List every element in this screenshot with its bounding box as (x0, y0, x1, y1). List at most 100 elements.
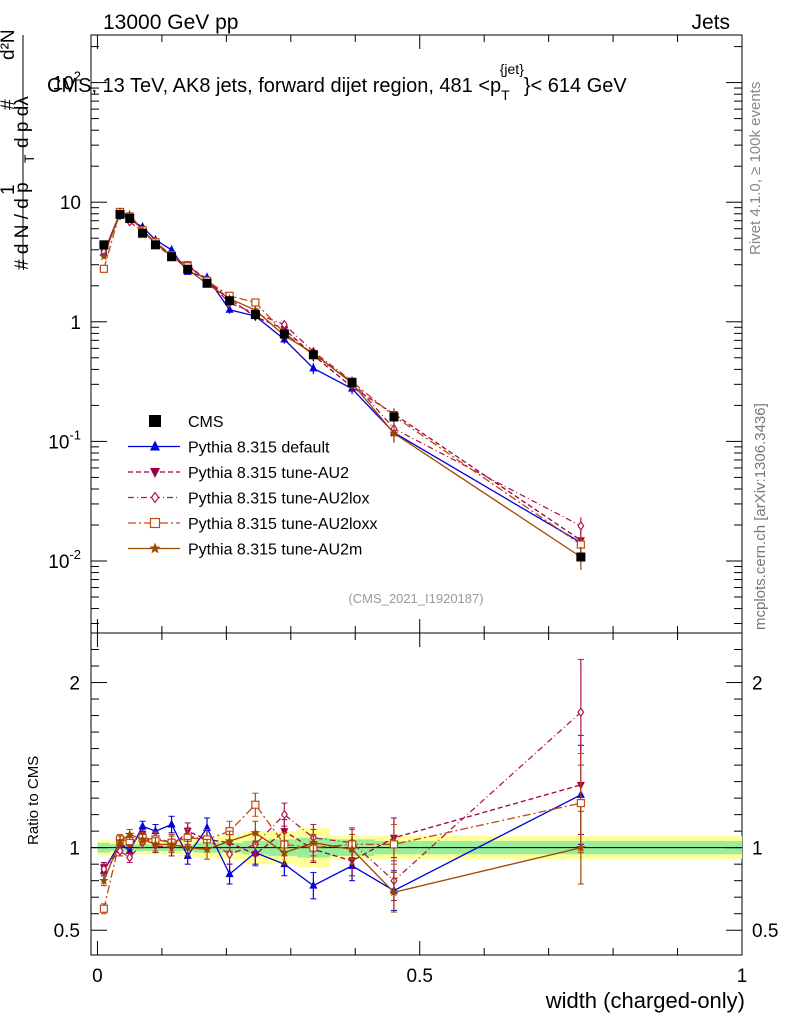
series-1-point (225, 304, 234, 313)
ratio-tick-label-right: 0.5 (752, 921, 778, 942)
series-1-ratio-point (125, 845, 134, 854)
series-1-ratio-point (225, 869, 234, 878)
series-3-ratio-point (126, 852, 134, 863)
header-left: 13000 GeV pp (103, 11, 238, 34)
series-3-point (577, 520, 585, 531)
y-axis-label-ratio: Ratio to CMS (25, 756, 42, 845)
legend-marker-5 (149, 542, 161, 554)
series-5-ratio-point (389, 887, 399, 897)
series-3-ratio-line (103, 711, 582, 882)
legend-label-cms: CMS (188, 414, 224, 431)
svg-text:T: T (21, 154, 37, 163)
data-point (167, 252, 177, 262)
series-5-ratio-point (202, 844, 212, 854)
axes: 0 0.5 1 10-2 10-1 1 10 102 0.5 0.5 1 1 2 2 (48, 35, 778, 987)
legend-label-5: Pythia 8.315 tune-AU2m (188, 542, 362, 559)
legend-marker-cms (149, 415, 161, 427)
data-point (183, 264, 193, 274)
x-tick-label: 1 (737, 966, 748, 987)
series-4-point (251, 298, 260, 307)
series-5-ratio-point (182, 842, 193, 852)
legend-label-3: Pythia 8.315 tune-AU2lox (188, 491, 369, 508)
data-point (279, 329, 289, 339)
legend-marker-2 (150, 468, 160, 478)
data-point (202, 278, 212, 288)
series-5-ratio-point (124, 829, 135, 839)
ratio-tick-label: 0.5 (54, 921, 80, 942)
ratio-tick-label: 1 (69, 839, 80, 860)
series-5-ratio-point (150, 839, 161, 849)
series-1-ratio-point (309, 880, 318, 889)
legend-label-2: Pythia 8.315 tune-AU2 (188, 465, 349, 482)
data-point (308, 350, 318, 360)
ratio-tick-label-right: 1 (752, 839, 763, 860)
data-point (576, 552, 586, 562)
y-tick-label: 10 (60, 193, 81, 214)
data-point (389, 412, 399, 422)
y-tick-label: 10-1 (48, 427, 81, 453)
data-point (138, 228, 148, 238)
main-series (99, 207, 586, 570)
mcplots-label: mcplots.cern.ch [arXiv:1306.3436] (752, 403, 769, 630)
series-5-ratio-point (115, 836, 125, 846)
ratio-panel-frame (90, 632, 743, 956)
series-3-ratio-point (280, 809, 288, 820)
series-5-ratio-point (224, 836, 235, 846)
series-5-ratio-point (576, 842, 586, 852)
x-axis-label: width (charged-only) (545, 988, 745, 1013)
series-5-ratio-point (279, 847, 290, 857)
series-5-ratio-point (308, 837, 319, 847)
data-point (250, 310, 260, 320)
ratio-series (99, 658, 586, 915)
series-1-point (309, 363, 318, 372)
series-5-point (99, 251, 109, 261)
series-3-ratio-point (226, 849, 234, 860)
series-4-ratio-point (99, 904, 108, 913)
svg-text:#: # (0, 99, 19, 110)
series-4-ratio-point (251, 800, 260, 809)
series-5-ratio-point (250, 827, 261, 837)
series-1-ratio-point (151, 826, 160, 835)
chart-title: CMS, 13 TeV, AK8 jets, forward dijet reg… (47, 61, 627, 103)
ratio-tick-label: 2 (69, 674, 80, 695)
data-point (150, 240, 160, 250)
series-4-ratio-point (576, 798, 585, 808)
svg-text:CMS, 13 TeV, AK8 jets, forward: CMS, 13 TeV, AK8 jets, forward dijet reg… (47, 61, 627, 103)
y-tick-label: 102 (53, 69, 81, 95)
data-point (225, 296, 235, 306)
series-5-point (389, 428, 399, 438)
data-point (115, 209, 125, 219)
legend-label-1: Pythia 8.315 default (188, 440, 330, 457)
series-2-ratio-point (280, 828, 289, 837)
series-5-ratio-point (99, 875, 109, 885)
series-4-point (99, 264, 108, 273)
analysis-tag: (CMS_2021_I1920187) (348, 591, 483, 606)
series-1-point (167, 244, 176, 253)
series-5-ratio-point (137, 834, 148, 844)
series-3-ratio-point (100, 864, 108, 875)
svg-text:d²N: d²N (0, 29, 19, 60)
series-3-point (280, 319, 288, 330)
x-tick-label: 0.5 (407, 966, 433, 987)
series-1-ratio-point (167, 819, 176, 828)
series-5-ratio-point (166, 839, 177, 849)
legend-label-4: Pythia 8.315 tune-AU2loxx (188, 516, 377, 533)
rivet-label: Rivet 4.1.0, ≥ 100k events (747, 82, 764, 255)
svg-text:1: 1 (0, 184, 19, 195)
legend: CMS Pythia 8.315 default Pythia 8.315 tune… (128, 414, 377, 559)
header-right: Jets (691, 11, 730, 34)
series-4-ratio-point (389, 840, 399, 849)
y-tick-label: 1 (70, 313, 81, 334)
ratio-tick-label-right: 2 (752, 674, 763, 695)
legend-marker-3 (150, 491, 160, 504)
y-tick-label: 10-2 (48, 547, 81, 573)
series-5-ratio-point (347, 844, 357, 854)
legend-marker-4 (149, 517, 161, 529)
data-point (99, 240, 109, 250)
series-1-ratio-point (138, 821, 147, 830)
x-tick-label: 0 (92, 966, 103, 987)
y-axis-label-main: # d N / d p T d p dλ 1 # d²N (0, 29, 37, 270)
series-1-ratio-point (203, 822, 212, 831)
series-3-ratio-point (577, 707, 585, 718)
